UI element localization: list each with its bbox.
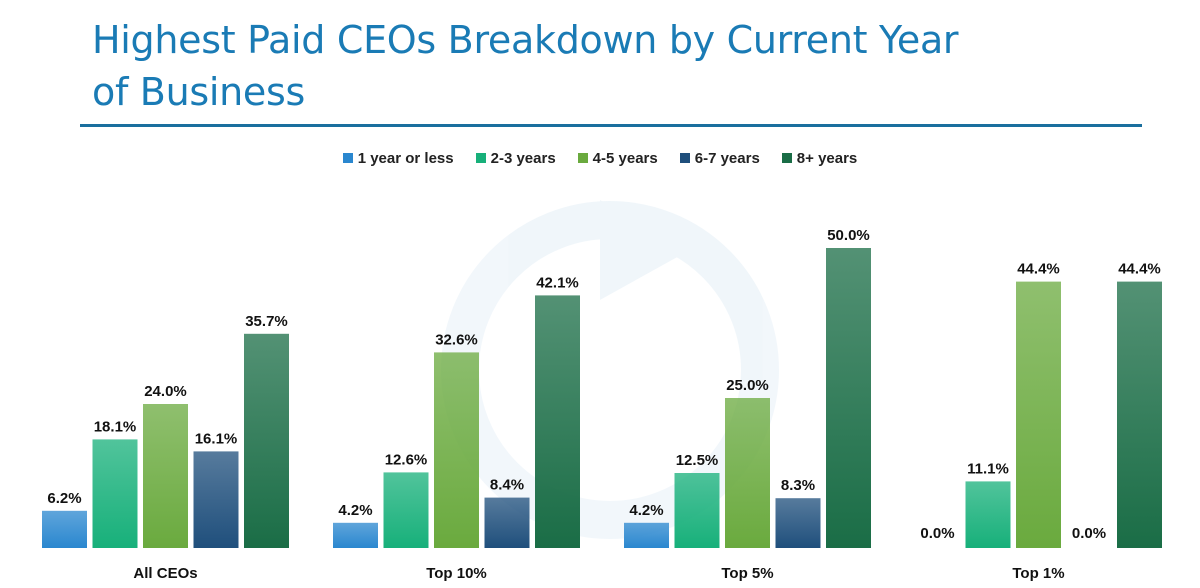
chart-title: Highest Paid CEOs Breakdown by Current Y… [92, 18, 959, 114]
data-label: 0.0% [1072, 525, 1106, 542]
bar [535, 295, 580, 548]
legend-swatch [781, 153, 792, 163]
data-label: 44.4% [1017, 261, 1060, 278]
bar [434, 352, 479, 548]
legend-swatch [679, 153, 690, 163]
data-label: 8.3% [781, 477, 815, 494]
data-label: 35.7% [245, 313, 288, 330]
bar [965, 481, 1011, 548]
category-label: Top 5% [721, 565, 773, 582]
legend-swatch [475, 153, 486, 163]
bar [484, 497, 530, 548]
legend-item: 1 year or less [342, 149, 454, 167]
data-label: 50.0% [827, 227, 870, 244]
category-label: Top 1% [1012, 565, 1064, 582]
legend-swatch [342, 153, 353, 163]
bar [1117, 281, 1162, 548]
bar [383, 472, 429, 548]
data-label: 4.2% [338, 502, 372, 519]
bar [42, 510, 87, 548]
legend-label: 4-5 years [592, 149, 658, 167]
data-label: 12.5% [676, 452, 719, 469]
bar [725, 398, 770, 548]
bar [193, 451, 239, 548]
data-label: 4.2% [629, 502, 663, 519]
watermark-logo [441, 200, 779, 539]
data-label: 24.0% [144, 383, 187, 400]
bar [1016, 281, 1061, 548]
legend-item: 6-7 years [679, 149, 760, 167]
data-label: 42.1% [536, 274, 579, 291]
legend-label: 6-7 years [694, 149, 760, 167]
bar [624, 522, 669, 548]
bar [674, 473, 720, 548]
legend-label: 1 year or less [357, 149, 454, 167]
data-label: 0.0% [920, 525, 954, 542]
legend-item: 4-5 years [577, 149, 658, 167]
legend-item: 8+ years [781, 149, 858, 167]
data-label: 8.4% [490, 477, 524, 494]
data-label: 25.0% [726, 377, 769, 394]
legend-label: 2-3 years [490, 149, 556, 167]
data-label: 6.2% [47, 490, 81, 507]
data-label: 18.1% [94, 418, 137, 435]
chart-legend: 1 year or less 2-3 years 4-5 years 6-7 year… [0, 146, 1200, 170]
bar [775, 498, 821, 548]
category-label: All CEOs [133, 565, 197, 582]
legend-item: 2-3 years [475, 149, 556, 167]
legend-swatch [577, 153, 588, 163]
data-label: 11.1% [967, 460, 1009, 477]
category-label: Top 10% [426, 565, 487, 582]
legend-label: 8+ years [796, 149, 858, 167]
data-label: 16.1% [195, 430, 238, 447]
bar [333, 522, 378, 548]
bar [92, 439, 138, 548]
data-label: 32.6% [435, 331, 478, 348]
bar [244, 333, 289, 548]
title-divider [80, 124, 1142, 127]
bar [826, 248, 871, 548]
data-label: 12.6% [385, 451, 428, 468]
bar [143, 404, 188, 548]
data-label: 44.4% [1118, 261, 1161, 278]
